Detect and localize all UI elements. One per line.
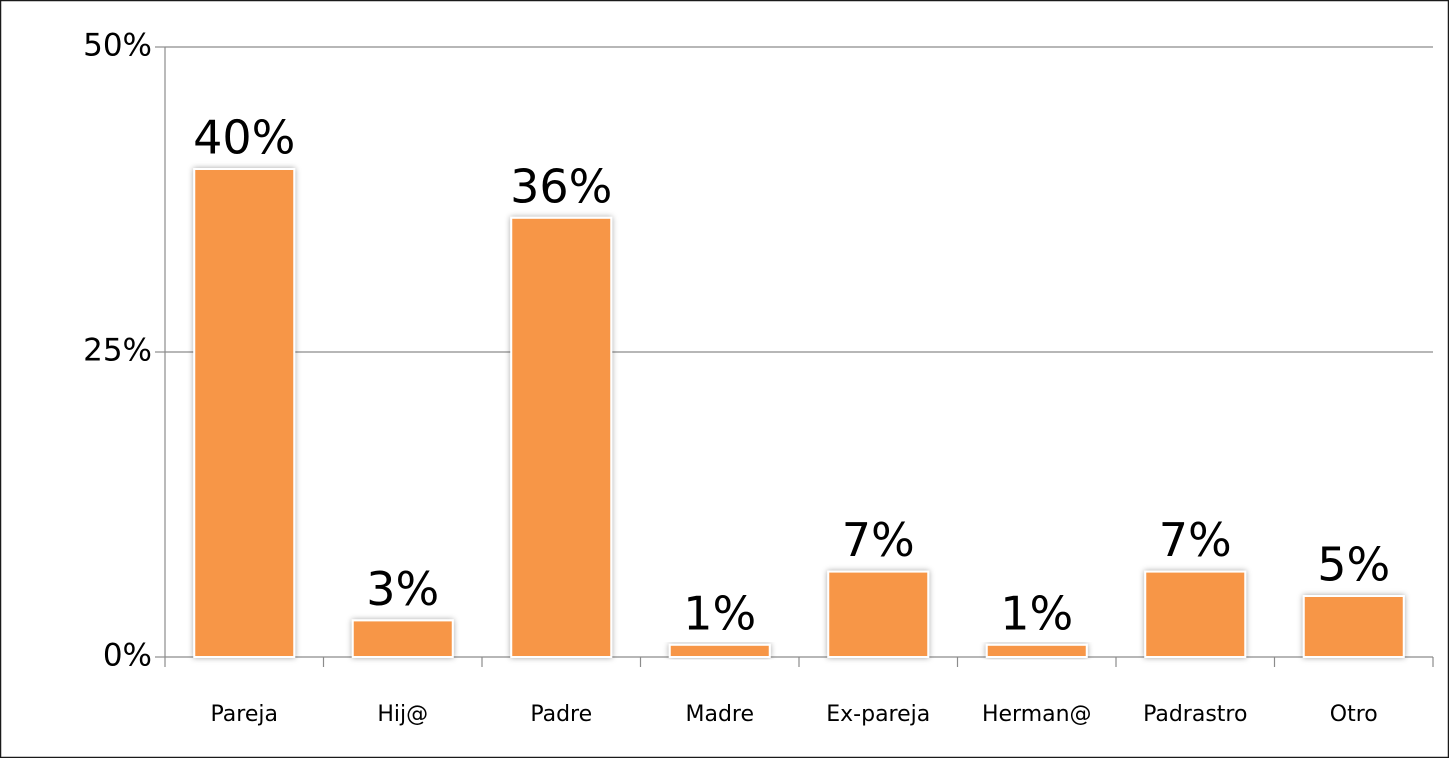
value-label: 1% (1000, 586, 1073, 640)
bar (668, 643, 771, 658)
value-label: 5% (1317, 538, 1390, 592)
bar (351, 619, 454, 659)
bar (193, 168, 296, 658)
value-label: 7% (1159, 513, 1232, 567)
x-tick-label: Padre (530, 702, 592, 727)
x-tick-label: Madre (685, 702, 754, 727)
x-tick-label: Padrastro (1143, 702, 1247, 727)
value-label: 7% (842, 513, 915, 567)
x-tick-label: Hij@ (377, 702, 428, 727)
bar (1302, 595, 1405, 658)
y-tick-label: 50% (83, 28, 152, 64)
value-label: 3% (366, 562, 439, 616)
y-tick-label: 25% (83, 333, 152, 369)
value-label: 36% (510, 159, 612, 213)
bar (1144, 570, 1247, 658)
x-tick-label: Ex-pareja (826, 702, 930, 727)
x-tick-label: Pareja (211, 702, 278, 727)
bar (985, 643, 1088, 658)
bar (510, 216, 613, 659)
x-tick-label: Otro (1330, 702, 1378, 727)
bar (827, 570, 930, 658)
y-tick-label: 0% (103, 638, 152, 674)
value-label: 1% (683, 586, 756, 640)
x-tick-label: Herman@ (982, 702, 1092, 727)
value-label: 40% (193, 111, 295, 165)
